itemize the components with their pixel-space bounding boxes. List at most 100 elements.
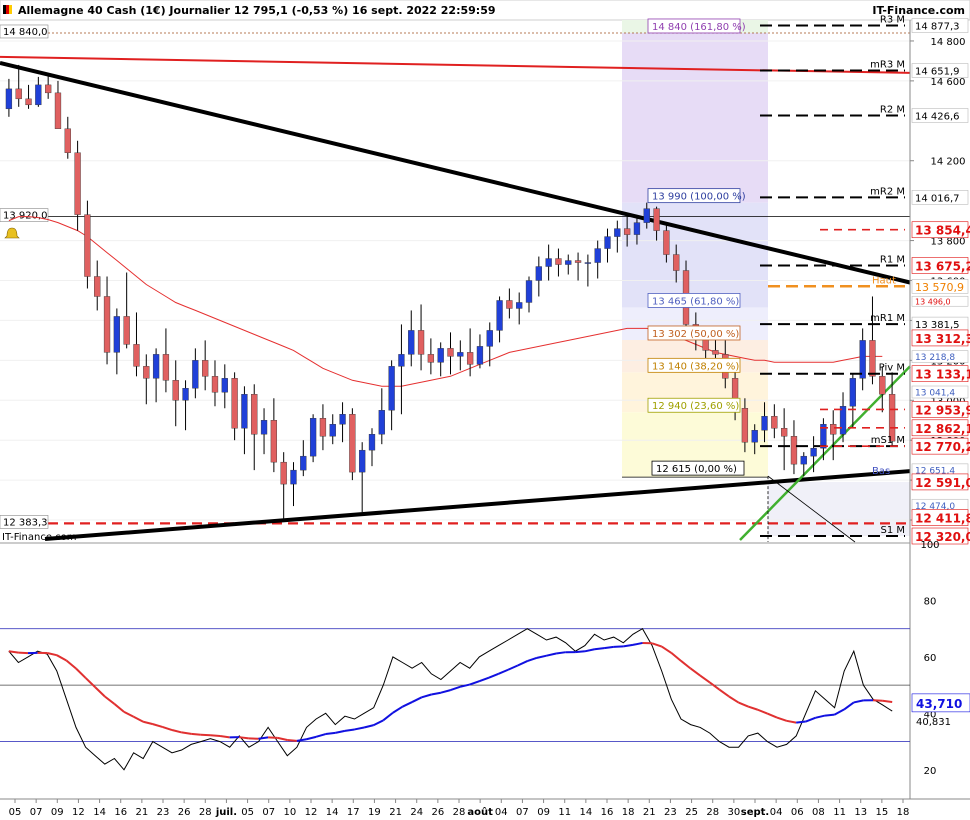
candle-body — [417, 330, 425, 355]
price-box-label: 12 474,0 — [915, 502, 955, 512]
candle — [800, 452, 807, 477]
candle — [614, 220, 621, 253]
signal-segment — [459, 683, 470, 688]
indicator-line — [8, 628, 893, 771]
candle-body — [427, 354, 435, 363]
signal-segment — [680, 660, 692, 670]
price-box-label: 13 218,8 — [915, 353, 955, 363]
signal-segment — [363, 724, 374, 729]
candle — [202, 340, 209, 391]
x-tick-label: 11 — [558, 807, 571, 818]
candle-body — [781, 428, 788, 437]
signal-segment — [786, 719, 797, 724]
candle-body — [94, 276, 101, 297]
candle — [594, 240, 601, 279]
candle-body — [790, 436, 798, 465]
signal-segment — [142, 720, 154, 726]
signal-segment — [805, 716, 816, 723]
price-box — [911, 419, 969, 437]
candle-body — [15, 88, 22, 100]
fib-label-box — [647, 325, 741, 341]
signal-segment — [382, 711, 394, 722]
price-box — [911, 437, 969, 455]
signal-segment — [738, 701, 749, 708]
candle-body — [525, 280, 533, 303]
signal-value-box — [911, 693, 970, 713]
candle-body — [633, 222, 641, 235]
candle-body — [152, 354, 160, 379]
signal-segment — [219, 735, 230, 739]
pivot-label: mR3 M — [870, 60, 905, 71]
candle-body — [879, 376, 886, 395]
x-tick-label: 23 — [157, 807, 170, 818]
signal-segment — [162, 725, 173, 731]
candle — [280, 452, 287, 521]
price-box — [911, 401, 969, 418]
signal-segment — [75, 667, 87, 679]
candle-body — [300, 455, 307, 471]
watermark: IT-Finance.com — [2, 532, 77, 543]
signal-segment — [498, 668, 509, 675]
candle-body — [741, 408, 749, 443]
candle-body — [604, 236, 611, 249]
candle-body — [162, 354, 170, 381]
candle — [84, 200, 91, 289]
level-label: 14 840,0 — [3, 27, 48, 38]
brand-label[interactable]: IT-Finance.com — [872, 4, 965, 17]
candle — [751, 424, 758, 455]
signal-segment — [411, 696, 423, 703]
signal-segment — [56, 654, 67, 662]
price-box-label: 13 854,4 — [915, 224, 970, 238]
x-tick-label: 05 — [9, 807, 22, 818]
price-box — [911, 190, 969, 205]
signal-segment — [469, 680, 480, 686]
candle — [506, 288, 513, 319]
signal-segment — [402, 701, 413, 708]
x-tick-label: 15 — [875, 807, 888, 818]
candle-body — [545, 258, 552, 267]
price-box-label: 12 320,0 — [915, 530, 970, 544]
x-tick-label: 26 — [178, 807, 191, 818]
x-tick-label: 25 — [685, 807, 698, 818]
x-tick-label: juil. — [215, 807, 237, 818]
signal-segment — [431, 691, 442, 696]
candle-body — [673, 254, 680, 271]
signal-segment — [94, 686, 106, 698]
candle-body — [202, 360, 209, 377]
candle — [741, 398, 749, 453]
fib-label-box — [651, 460, 745, 476]
candle-body — [457, 352, 464, 357]
signal-segment — [689, 667, 701, 677]
candle — [319, 404, 327, 451]
green-trend-line — [739, 365, 911, 541]
candle-body — [359, 449, 366, 473]
signal-segment — [594, 647, 605, 651]
signal-segment — [123, 710, 135, 718]
signal-segment — [335, 729, 346, 734]
signal-segment — [834, 708, 845, 716]
candle — [143, 354, 150, 405]
signal-segment — [191, 732, 201, 736]
x-tick-label: 12 — [305, 807, 318, 818]
x-tick-label: 28 — [453, 807, 466, 818]
signal-segment — [344, 728, 355, 732]
signal-segment — [450, 685, 461, 692]
candle — [839, 392, 847, 443]
price-box — [911, 63, 969, 78]
fib-label-box — [647, 357, 741, 373]
candle-body — [623, 228, 631, 235]
signal-segment — [507, 664, 519, 671]
x-tick-label: 19 — [368, 807, 381, 818]
candle-body — [270, 420, 278, 463]
price-box — [911, 221, 969, 239]
alert-bell-icon[interactable] — [4, 227, 20, 239]
signal-segment — [709, 681, 720, 691]
price-box — [911, 473, 969, 491]
candle-body — [594, 248, 601, 263]
price-box — [911, 365, 969, 383]
candle — [5, 78, 13, 117]
candle — [535, 256, 542, 297]
signal-segment — [325, 731, 336, 736]
price-box-label: 13 312,3 — [915, 332, 970, 346]
